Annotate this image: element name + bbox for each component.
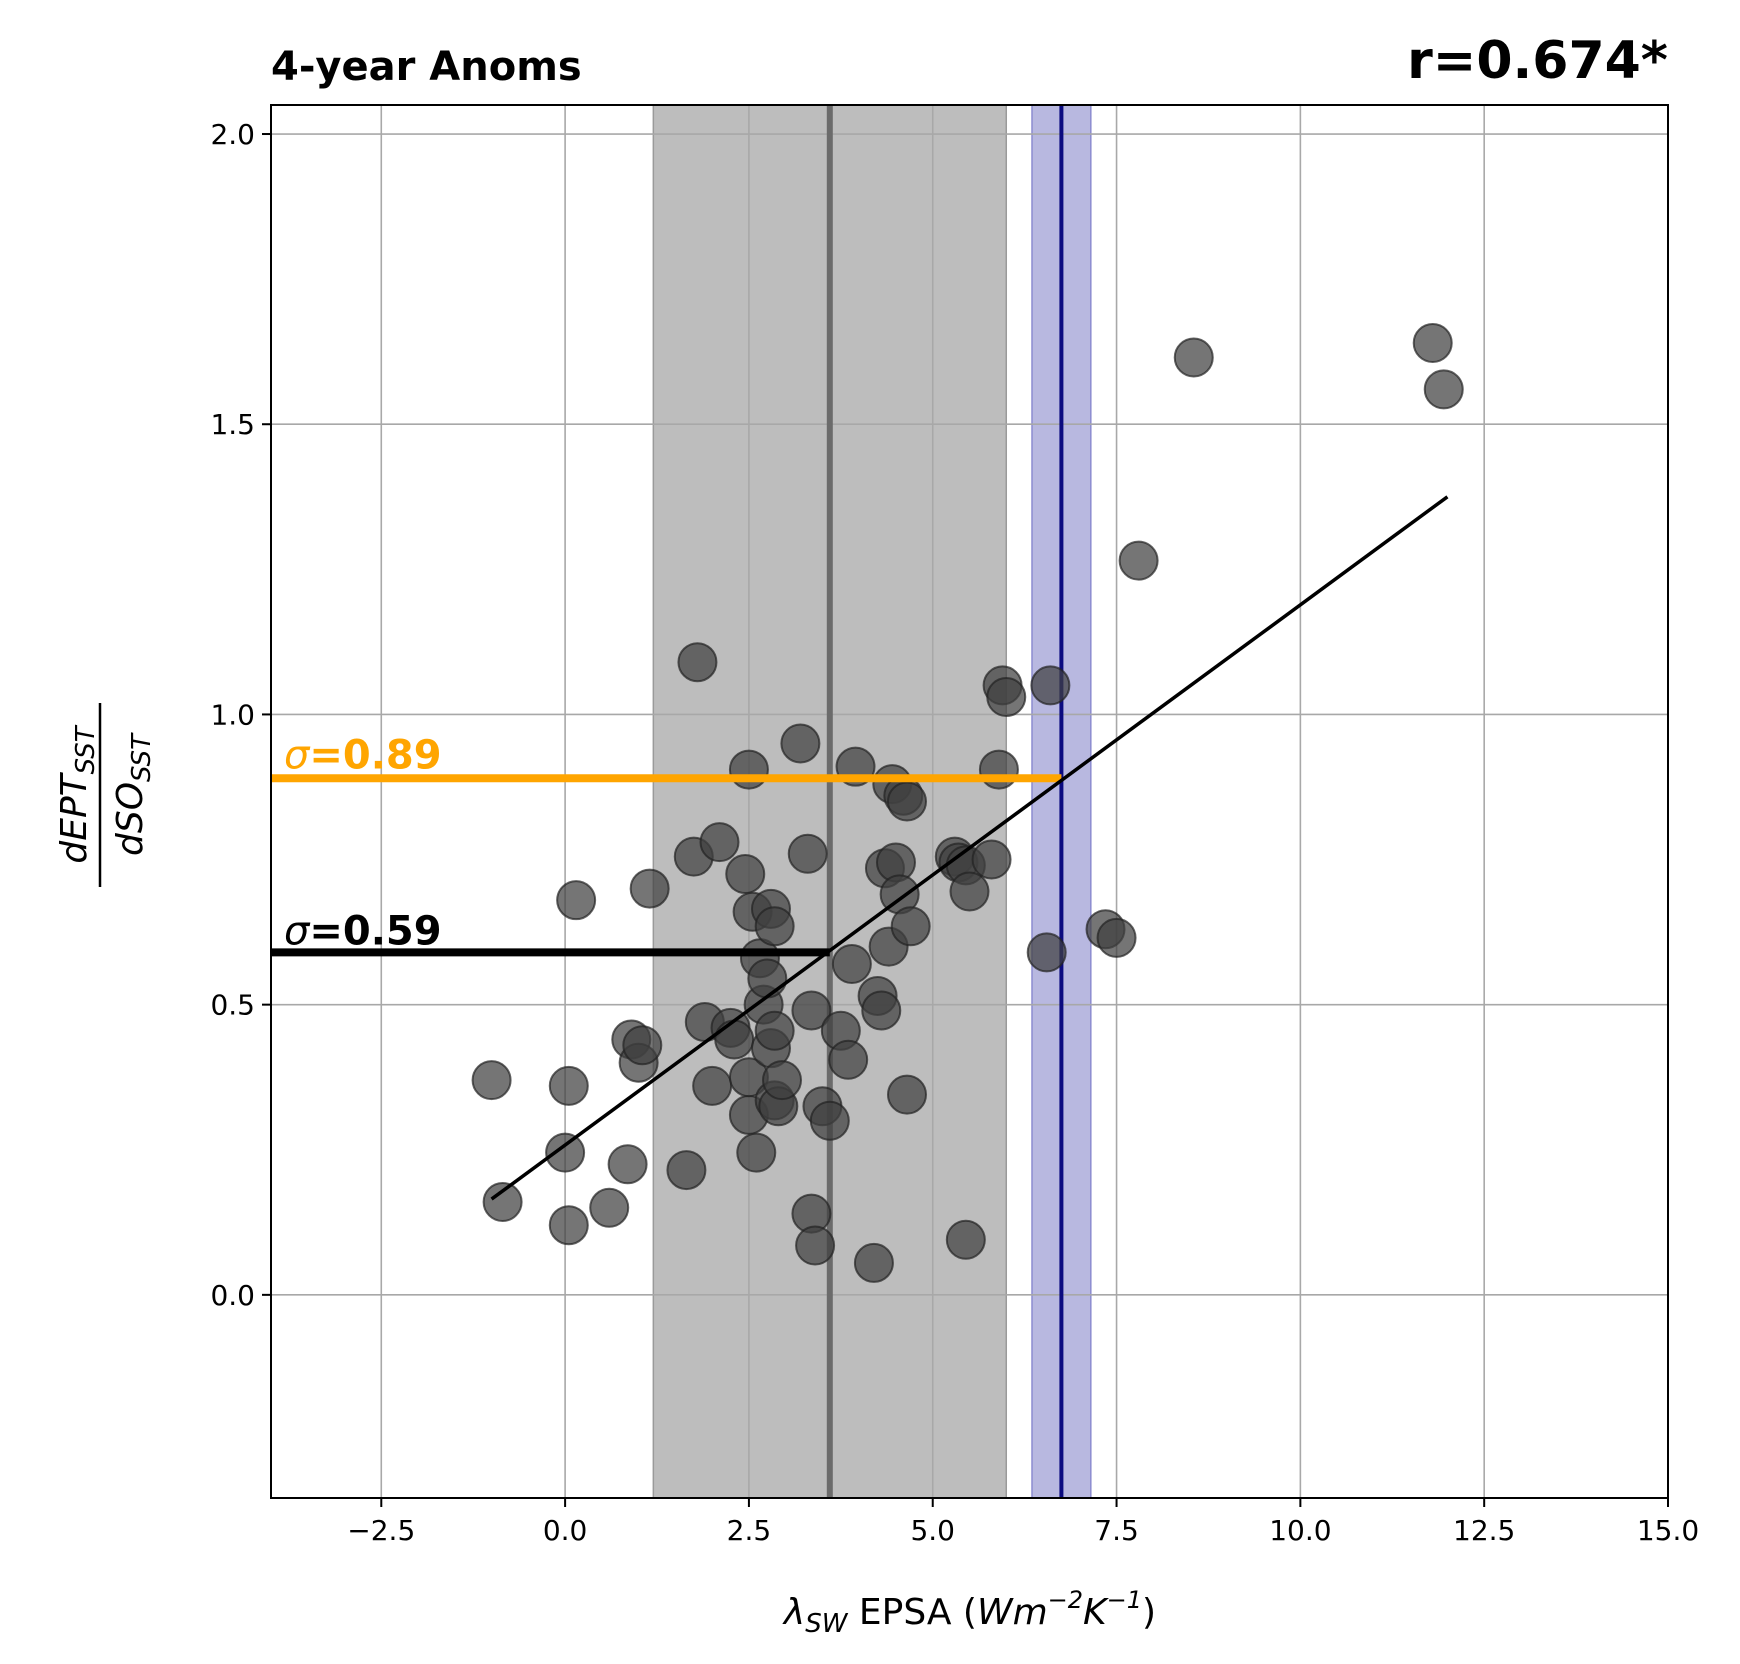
x-axis-close: ) [1142, 1592, 1156, 1633]
data-point-57 [887, 1074, 928, 1115]
data-points [471, 322, 1464, 1283]
x-axis-unit-1-exp: −2 [1048, 1586, 1083, 1614]
correlation-label: r=0.674* [1407, 31, 1668, 91]
y-axis-denominator: dSOSST [110, 732, 157, 856]
data-point-35 [762, 1060, 803, 1101]
y-tick-label-4: 2.0 [210, 118, 255, 151]
data-point-64 [971, 839, 1012, 880]
data-point-67 [986, 677, 1027, 718]
data-point-14 [677, 642, 718, 683]
orange-sigma-annotation: σ=0.89 [284, 732, 442, 778]
chart-title: 4-year Anoms [271, 44, 582, 90]
x-tick-label-3: 5.0 [910, 1514, 955, 1547]
x-axis-unit-2: K [1083, 1592, 1109, 1633]
x-tick-label-6: 12.5 [1453, 1514, 1515, 1547]
y-tick-label-2: 1.0 [210, 698, 255, 731]
data-point-5 [556, 880, 597, 921]
x-axis-unit-1: Wm [977, 1592, 1048, 1633]
data-point-19 [714, 1019, 755, 1060]
x-axis-lambda: λ [782, 1592, 805, 1633]
data-point-63 [949, 871, 990, 912]
data-point-47 [853, 1242, 894, 1283]
data-point-37 [787, 833, 828, 874]
data-point-69 [1030, 665, 1071, 706]
plot-frame [270, 104, 1669, 1499]
black-sigma-annotation: σ=0.59 [284, 908, 442, 954]
data-point-36 [780, 723, 821, 764]
data-point-32 [754, 906, 795, 947]
data-point-3 [545, 1132, 586, 1173]
data-point-38 [791, 990, 832, 1031]
data-point-62 [945, 1219, 986, 1260]
data-point-4 [548, 1205, 589, 1246]
y-tick-label-0: 0.0 [210, 1279, 255, 1312]
data-point-31 [754, 1010, 795, 1051]
x-tick-label-4: 7.5 [1094, 1514, 1139, 1547]
y-tick-label-1: 0.5 [210, 989, 255, 1022]
black-sigma-value: =0.59 [309, 908, 441, 954]
fit-line [490, 495, 1449, 1201]
x-tick-label-2: 2.5 [727, 1514, 772, 1547]
data-point-58 [890, 906, 931, 947]
data-point-74 [1412, 322, 1453, 363]
data-point-72 [1118, 540, 1159, 581]
black-sigma-symbol: σ [284, 908, 311, 954]
data-point-16 [692, 1065, 733, 1106]
data-point-49 [861, 990, 902, 1031]
data-point-2 [548, 1065, 589, 1106]
sigma-lines [271, 774, 1062, 957]
data-point-56 [887, 781, 928, 822]
orange-sigma-symbol: σ [284, 732, 311, 778]
x-tick-label-0: −2.5 [347, 1514, 415, 1547]
data-point-73 [1173, 337, 1214, 378]
data-point-25 [736, 1132, 777, 1173]
y-axis-label: dEPTSST dSOSST [54, 703, 157, 887]
fit-line-group [490, 495, 1449, 1201]
data-point-7 [607, 1144, 648, 1185]
x-tick-label-5: 10.0 [1269, 1514, 1331, 1547]
data-point-17 [699, 822, 740, 863]
x-axis-label: λSW EPSA (Wm−2K−1) [782, 1586, 1156, 1639]
reference-lines [826, 105, 1064, 1498]
data-point-11 [629, 868, 670, 909]
data-point-28 [747, 958, 788, 999]
data-point-65 [978, 749, 1019, 790]
x-axis-lambda-sub: SW [805, 1609, 849, 1639]
grid [271, 105, 1669, 1498]
data-point-45 [831, 944, 872, 985]
data-point-12 [666, 1150, 707, 1191]
x-axis-text: EPSA ( [847, 1592, 977, 1633]
orange-sigma-value: =0.89 [309, 732, 441, 778]
data-point-42 [809, 1100, 850, 1141]
data-point-68 [1026, 932, 1067, 973]
axis-ticks: −2.5 0.0 2.5 5.0 7.5 10.0 12.5 15.0 0.0 0.5 1.0 1.5… [210, 118, 1699, 1547]
x-axis-unit-2-exp: −1 [1107, 1586, 1142, 1614]
y-axis-numerator: dEPTSST [54, 724, 101, 863]
data-point-23 [728, 749, 769, 790]
data-point-6 [589, 1187, 630, 1228]
data-point-10 [622, 1025, 663, 1066]
data-point-1 [482, 1181, 523, 1222]
data-point-20 [725, 854, 766, 895]
data-point-75 [1423, 369, 1464, 410]
x-tick-label-1: 0.0 [543, 1514, 588, 1547]
data-point-0 [471, 1060, 512, 1101]
x-tick-label-7: 15.0 [1637, 1514, 1699, 1547]
data-point-71 [1096, 917, 1137, 958]
data-point-44 [828, 1039, 869, 1080]
y-tick-label-3: 1.5 [210, 408, 255, 441]
data-point-40 [795, 1225, 836, 1266]
